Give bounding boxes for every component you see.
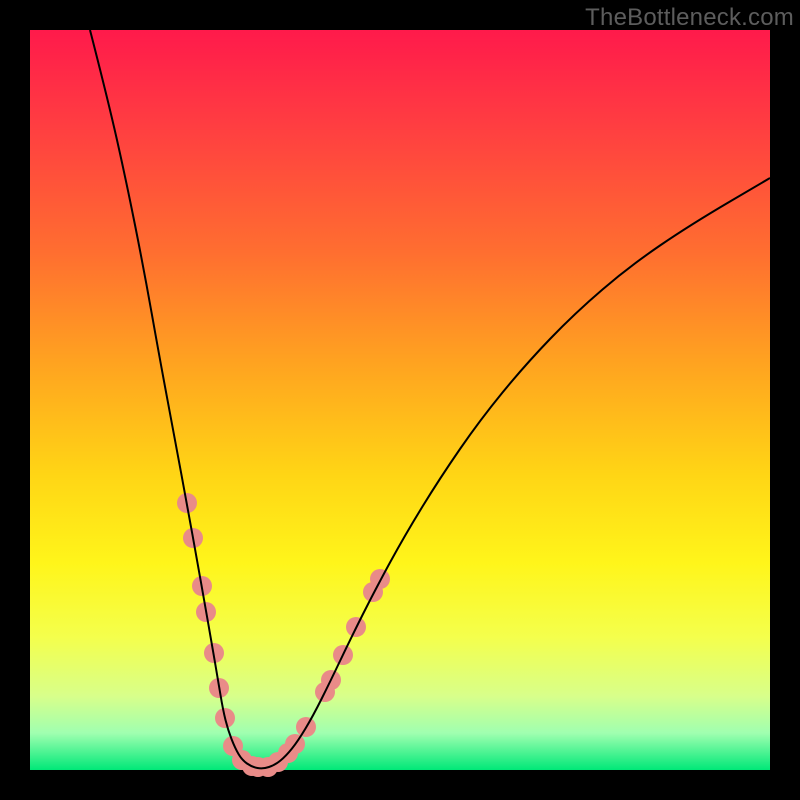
chart-frame bbox=[0, 0, 800, 800]
chart-svg bbox=[30, 30, 770, 770]
watermark-text: TheBottleneck.com bbox=[585, 4, 794, 32]
plot-area bbox=[30, 30, 770, 770]
bottleneck-curve bbox=[90, 30, 770, 768]
scatter-markers bbox=[177, 493, 390, 777]
